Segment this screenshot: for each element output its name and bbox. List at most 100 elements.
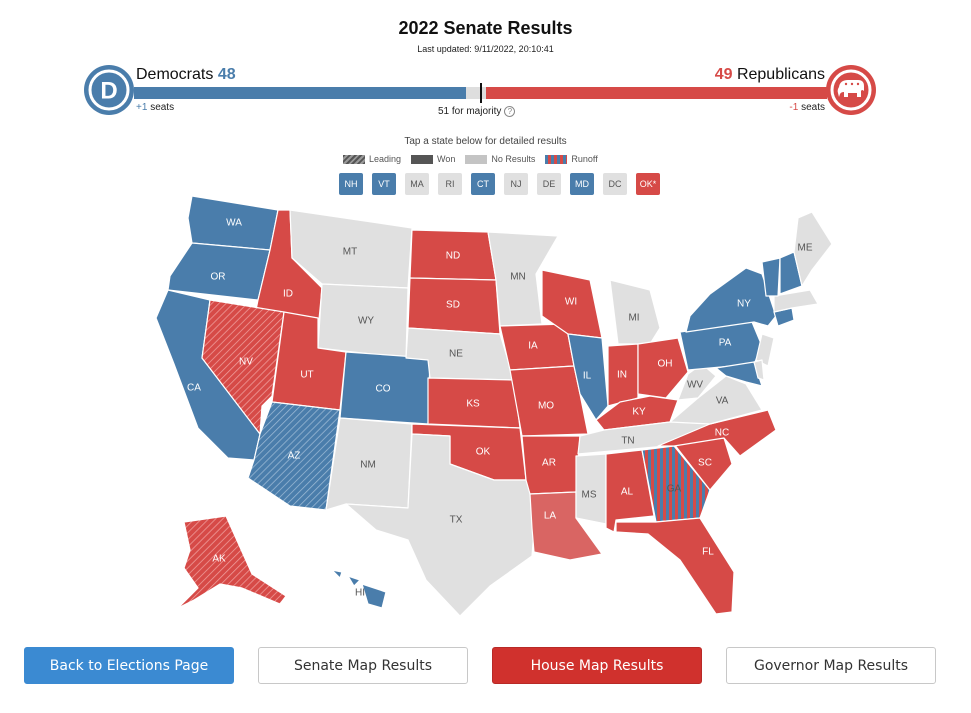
state-ny[interactable] (685, 267, 777, 333)
democrat-logo-letter: D (100, 77, 117, 104)
democrats-change-value: +1 (136, 102, 148, 113)
map-label-ar: AR (542, 458, 556, 469)
runoff-swatch (545, 154, 568, 164)
leading-swatch (343, 154, 365, 164)
state-ak[interactable] (177, 515, 287, 609)
map-label-ca: CA (187, 383, 201, 394)
map-label-ny: NY (737, 299, 751, 310)
legend-label: Won (437, 154, 456, 164)
map-label-tx: TX (450, 515, 463, 526)
map-label-hi: HI (355, 588, 365, 599)
legend-runoff: Runoff (545, 154, 598, 164)
map-label-wy: WY (358, 316, 374, 327)
map-label-nd: ND (446, 251, 460, 262)
republicans-seat-bar (486, 87, 827, 99)
map-label-mo: MO (538, 401, 554, 412)
state-button-ct[interactable]: CT (471, 173, 495, 195)
democrats-name: Democrats (136, 66, 214, 83)
state-md[interactable] (715, 361, 763, 387)
state-ma[interactable] (773, 289, 819, 313)
help-icon[interactable]: ? (504, 106, 516, 117)
state-me[interactable] (793, 211, 833, 287)
state-hi[interactable] (331, 569, 387, 609)
state-nj[interactable] (755, 333, 775, 367)
democrats-change-label: seats (150, 102, 175, 113)
won-swatch (411, 154, 434, 164)
majority-text: 51 for majority (438, 106, 502, 118)
map-label-il: IL (583, 371, 592, 382)
map-label-wa: WA (226, 218, 242, 229)
state-button-nj[interactable]: NJ (504, 173, 528, 195)
state-vt[interactable] (761, 257, 781, 297)
map-label-pa: PA (719, 338, 732, 349)
democrats-seat-count: 48 (217, 66, 236, 83)
map-label-mt: MT (343, 247, 357, 258)
map-label-ak: AK (212, 554, 226, 565)
state-ga[interactable] (641, 445, 711, 523)
map-label-ia: IA (528, 341, 538, 352)
elephant-icon (826, 65, 876, 115)
majority-marker (480, 83, 482, 103)
map-label-la: LA (544, 511, 557, 522)
state-button-dc[interactable]: DC (603, 173, 627, 195)
state-button-ok-special[interactable]: OK* (636, 173, 660, 195)
legend-label: No Results (491, 154, 536, 164)
state-wv[interactable] (677, 363, 717, 401)
no-results-swatch (465, 154, 488, 164)
state-oh[interactable] (637, 337, 689, 399)
map-label-va: VA (716, 396, 729, 407)
legend-won: Won (411, 154, 455, 164)
republicans-change-value: -1 (789, 102, 799, 113)
map-label-az: AZ (288, 451, 301, 462)
map-label-id: ID (283, 289, 293, 300)
map-label-wi: WI (565, 297, 577, 308)
map-label-ky: KY (632, 407, 646, 418)
undecided-seat-bar (466, 87, 486, 99)
map-label-mi: MI (628, 313, 639, 324)
map-label-tn: TN (621, 436, 634, 447)
map-label-mn: MN (510, 272, 526, 283)
map-label-sd: SD (446, 300, 460, 311)
map-label-ok: OK (476, 447, 491, 458)
democrats-seat-bar (134, 87, 466, 99)
state-de[interactable] (753, 359, 765, 381)
map-label-ks: KS (466, 399, 480, 410)
state-fl[interactable] (615, 517, 735, 615)
republicans-name: Republicans (736, 66, 825, 83)
legend-label: Runoff (571, 154, 598, 164)
legend-leading: Leading (343, 154, 401, 164)
house-map-results-button[interactable]: House Map Results (492, 647, 702, 684)
map-label-me: ME (798, 243, 813, 254)
legend-label: Leading (369, 154, 402, 164)
state-button-ri[interactable]: RI (438, 173, 462, 195)
state-button-md[interactable]: MD (570, 173, 594, 195)
state-mn[interactable] (487, 231, 559, 327)
instructions: Tap a state below for detailed results (404, 136, 567, 147)
map-label-in: IN (617, 370, 627, 381)
state-button-ma[interactable]: MA (405, 173, 429, 195)
majority-label: 51 for majority? (438, 106, 516, 118)
small-state-buttons: NH VT MA RI CT NJ DE MD DC OK* (339, 173, 660, 195)
map-label-ut: UT (300, 370, 313, 381)
republicans-seat-count: 49 (714, 66, 733, 83)
republicans-change-label: seats (801, 102, 825, 113)
governor-map-results-button[interactable]: Governor Map Results (726, 647, 936, 684)
back-to-elections-button[interactable]: Back to Elections Page (24, 647, 234, 684)
page-title: 2022 Senate Results (398, 18, 573, 38)
map-label-al: AL (621, 487, 634, 498)
map-label-nm: NM (360, 460, 376, 471)
map-label-nv: NV (239, 357, 253, 368)
map-label-fl: FL (702, 547, 714, 558)
republicans-label: 49 Republicans (715, 66, 825, 84)
republicans-seat-change: -1 seats (789, 102, 825, 113)
legend-no-results: No Results (465, 154, 535, 164)
state-button-vt[interactable]: VT (372, 173, 396, 195)
last-updated: Last updated: 9/11/2022, 20:10:41 (417, 44, 554, 54)
state-button-de[interactable]: DE (537, 173, 561, 195)
state-tx[interactable] (345, 433, 537, 617)
democrats-seat-change: +1 seats (136, 102, 174, 113)
map-label-ne: NE (449, 349, 463, 360)
senate-map-results-button[interactable]: Senate Map Results (258, 647, 468, 684)
state-az[interactable] (247, 401, 341, 511)
state-button-nh[interactable]: NH (339, 173, 363, 195)
